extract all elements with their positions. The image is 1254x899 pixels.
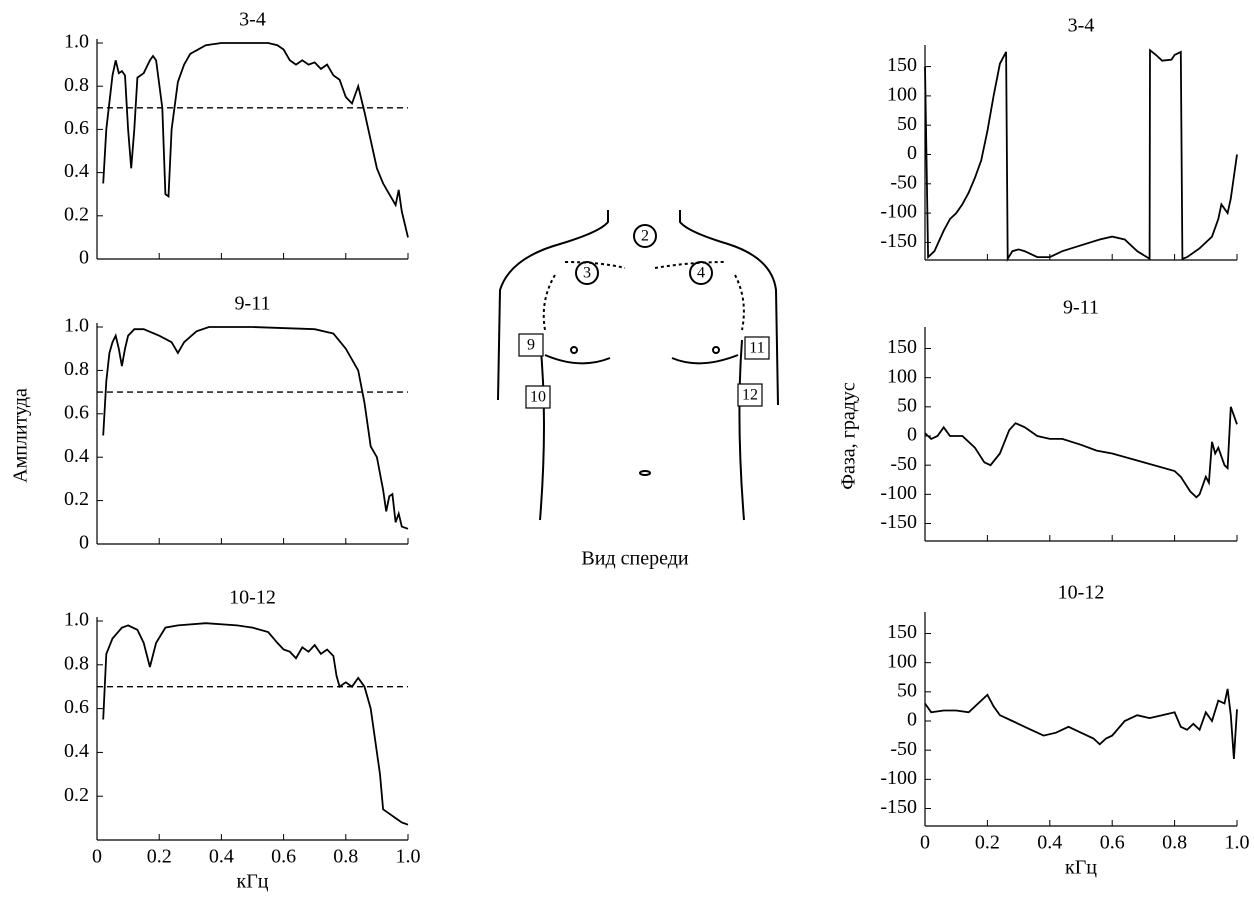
y-tick-label: 50 (897, 679, 917, 701)
y-tick-label: -50 (890, 171, 917, 193)
y-tick-label: 0.8 (64, 652, 89, 674)
torso-outline (497, 210, 779, 406)
y-axis-label: Фаза, градус (838, 382, 860, 490)
y-tick-label: 0.8 (64, 358, 89, 380)
chart-title: 10-12 (1058, 582, 1105, 604)
y-tick-label: -100 (880, 201, 917, 223)
data-line (102, 42, 409, 238)
y-tick-label: -100 (880, 767, 917, 789)
navel (639, 470, 651, 476)
clavicles (542, 261, 745, 331)
electrode-box (737, 383, 763, 407)
y-tick-label: 0.4 (64, 740, 89, 762)
y-tick-label: 150 (887, 621, 917, 643)
x-tick-label: 1.0 (396, 846, 421, 868)
data-line (102, 622, 409, 826)
data-line (102, 326, 409, 530)
x-tick-label: 0 (92, 846, 102, 868)
y-tick-label: 1.0 (64, 609, 89, 631)
y-tick-label: 0 (907, 142, 917, 164)
chart-title: 10-12 (229, 587, 276, 609)
electrode-label: 2 (641, 228, 649, 245)
y-tick-label: 0 (907, 709, 917, 731)
y-tick-label: 0.6 (64, 401, 89, 423)
x-tick-label: 0.4 (209, 846, 234, 868)
electrode-box (744, 336, 770, 360)
y-tick-label: 0.2 (64, 488, 89, 510)
data-line (924, 406, 1238, 499)
data-line (924, 688, 1238, 759)
y-tick-label: 0 (79, 247, 89, 269)
chart-title: 3-4 (239, 9, 266, 31)
y-tick-label: 0 (79, 532, 89, 554)
y-tick-label: 150 (887, 54, 917, 76)
y-tick-label: 100 (887, 650, 917, 672)
x-tick-label: 0.4 (1037, 832, 1062, 854)
electrode-box (518, 333, 544, 357)
torso-side (539, 339, 745, 521)
x-tick-label: 0.2 (147, 846, 172, 868)
electrode-circle (689, 261, 713, 285)
nipple (712, 346, 720, 354)
x-tick-label: 1.0 (1225, 832, 1250, 854)
x-tick-label: 0 (920, 832, 930, 854)
y-tick-label: 0.2 (64, 784, 89, 806)
y-tick-label: -50 (890, 453, 917, 475)
y-tick-label: 0.4 (64, 445, 89, 467)
electrode-circle (575, 261, 599, 285)
y-tick-label: 100 (887, 83, 917, 105)
x-tick-label: 0.6 (271, 846, 296, 868)
y-tick-label: 0 (907, 424, 917, 446)
y-tick-label: 100 (887, 365, 917, 387)
electrode-label: 11 (749, 340, 764, 357)
x-tick-label: 0.2 (975, 832, 1000, 854)
y-tick-label: 0.2 (64, 203, 89, 225)
electrode-box (525, 385, 551, 409)
y-tick-label: 50 (897, 394, 917, 416)
y-tick-label: 0.6 (64, 696, 89, 718)
y-tick-label: -150 (880, 796, 917, 818)
diagram-caption: Вид спереди (581, 548, 688, 570)
electrode-label: 12 (742, 387, 758, 404)
y-axis-label: Амплитуда (10, 388, 32, 483)
electrode-label: 4 (697, 265, 705, 282)
chart-title: 9-11 (1063, 297, 1099, 319)
y-tick-label: 1.0 (64, 315, 89, 337)
y-tick-label: -150 (880, 511, 917, 533)
x-axis-label: кГц (1065, 857, 1097, 879)
y-tick-label: -50 (890, 738, 917, 760)
nipple (570, 346, 578, 354)
y-tick-label: 0.8 (64, 74, 89, 96)
electrode-circle (633, 224, 657, 248)
x-axis-label: кГц (237, 871, 269, 893)
y-tick-label: 1.0 (64, 31, 89, 53)
electrode-label: 9 (527, 337, 535, 354)
x-tick-label: 0.8 (333, 846, 358, 868)
x-tick-label: 0.6 (1100, 832, 1125, 854)
chest (544, 354, 739, 365)
y-tick-label: 0.4 (64, 160, 89, 182)
y-tick-label: 150 (887, 336, 917, 358)
y-tick-label: 50 (897, 113, 917, 135)
y-tick-label: 0.6 (64, 117, 89, 139)
electrode-label: 3 (583, 265, 591, 282)
chart-title: 3-4 (1068, 15, 1095, 37)
y-tick-label: -150 (880, 230, 917, 252)
chart-title: 9-11 (235, 293, 271, 315)
y-tick-label: -100 (880, 482, 917, 504)
torso-diagram (497, 210, 779, 521)
x-tick-label: 0.8 (1162, 832, 1187, 854)
data-line (924, 48, 1238, 262)
electrode-label: 10 (530, 389, 546, 406)
